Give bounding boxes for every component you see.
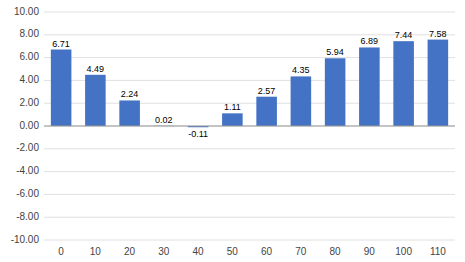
grid-line: [44, 194, 455, 195]
data-label: 0.02: [155, 115, 173, 125]
x-tick-label: 0: [58, 246, 64, 257]
y-tick-label: -6.00: [16, 188, 39, 199]
y-tick-label: -8.00: [16, 211, 39, 222]
data-label: -0.11: [188, 129, 208, 139]
grid-line: [44, 126, 455, 127]
bar: [325, 58, 346, 126]
x-tick-label: 10: [90, 246, 102, 257]
y-tick-label: 10.00: [14, 6, 39, 17]
grid-line: [44, 171, 455, 172]
y-tick-label: 4.00: [20, 74, 40, 85]
x-tick-label: 100: [395, 246, 412, 257]
y-tick-label: 0.00: [20, 120, 40, 131]
x-tick-label: 70: [295, 246, 307, 257]
bar: [222, 113, 243, 126]
bar: [256, 97, 277, 126]
bar: [291, 76, 312, 126]
y-tick-label: 8.00: [20, 28, 40, 39]
data-labels: 6.71 4.49 2.24 0.02 -0.11 1.11 2.57 4.35 5.94 6.8…: [52, 29, 446, 139]
data-label: 2.24: [121, 89, 139, 99]
chart: -10.00 -8.00 -6.00 -4.00 -2.00 0.00 2.00 4.00 6.…: [0, 0, 465, 262]
data-label: 6.71: [52, 39, 70, 49]
bars: [51, 40, 448, 128]
data-label: 5.94: [326, 47, 344, 57]
y-tick-label: -4.00: [16, 165, 39, 176]
data-label: 7.44: [395, 30, 413, 40]
bar: [393, 41, 414, 126]
bar: [359, 47, 380, 126]
data-label: 1.11: [224, 102, 241, 112]
x-tick-label: 50: [227, 246, 239, 257]
x-tick-label: 30: [158, 246, 170, 257]
y-tick-label: -10.00: [11, 234, 40, 245]
data-label: 4.35: [292, 65, 310, 75]
x-axis: 0 10 20 30 40 50 60 70 80 90 100 110: [58, 246, 446, 257]
data-label: 6.89: [361, 36, 379, 46]
grid-line: [44, 217, 455, 218]
bar: [85, 75, 106, 126]
data-label: 2.57: [258, 86, 276, 96]
x-tick-label: 40: [193, 246, 205, 257]
grid-line: [44, 240, 455, 241]
y-axis: -10.00 -8.00 -6.00 -4.00 -2.00 0.00 2.00 4.00 6.…: [11, 6, 40, 245]
grid-line: [44, 148, 455, 149]
x-tick-label: 60: [261, 246, 273, 257]
grid: [44, 12, 455, 240]
x-tick-label: 110: [430, 246, 446, 257]
bar: [428, 40, 449, 126]
bar: [51, 50, 72, 126]
bar: [119, 100, 140, 126]
y-tick-label: 6.00: [20, 51, 40, 62]
x-tick-label: 80: [330, 246, 342, 257]
grid-line: [44, 12, 455, 13]
y-tick-label: 2.00: [20, 97, 40, 108]
x-tick-label: 20: [124, 246, 136, 257]
grid-line: [44, 34, 455, 35]
data-label: 4.49: [87, 64, 105, 74]
y-tick-label: -2.00: [16, 142, 39, 153]
baseline: [44, 126, 455, 127]
data-label: 7.58: [429, 29, 447, 39]
x-tick-label: 90: [364, 246, 376, 257]
